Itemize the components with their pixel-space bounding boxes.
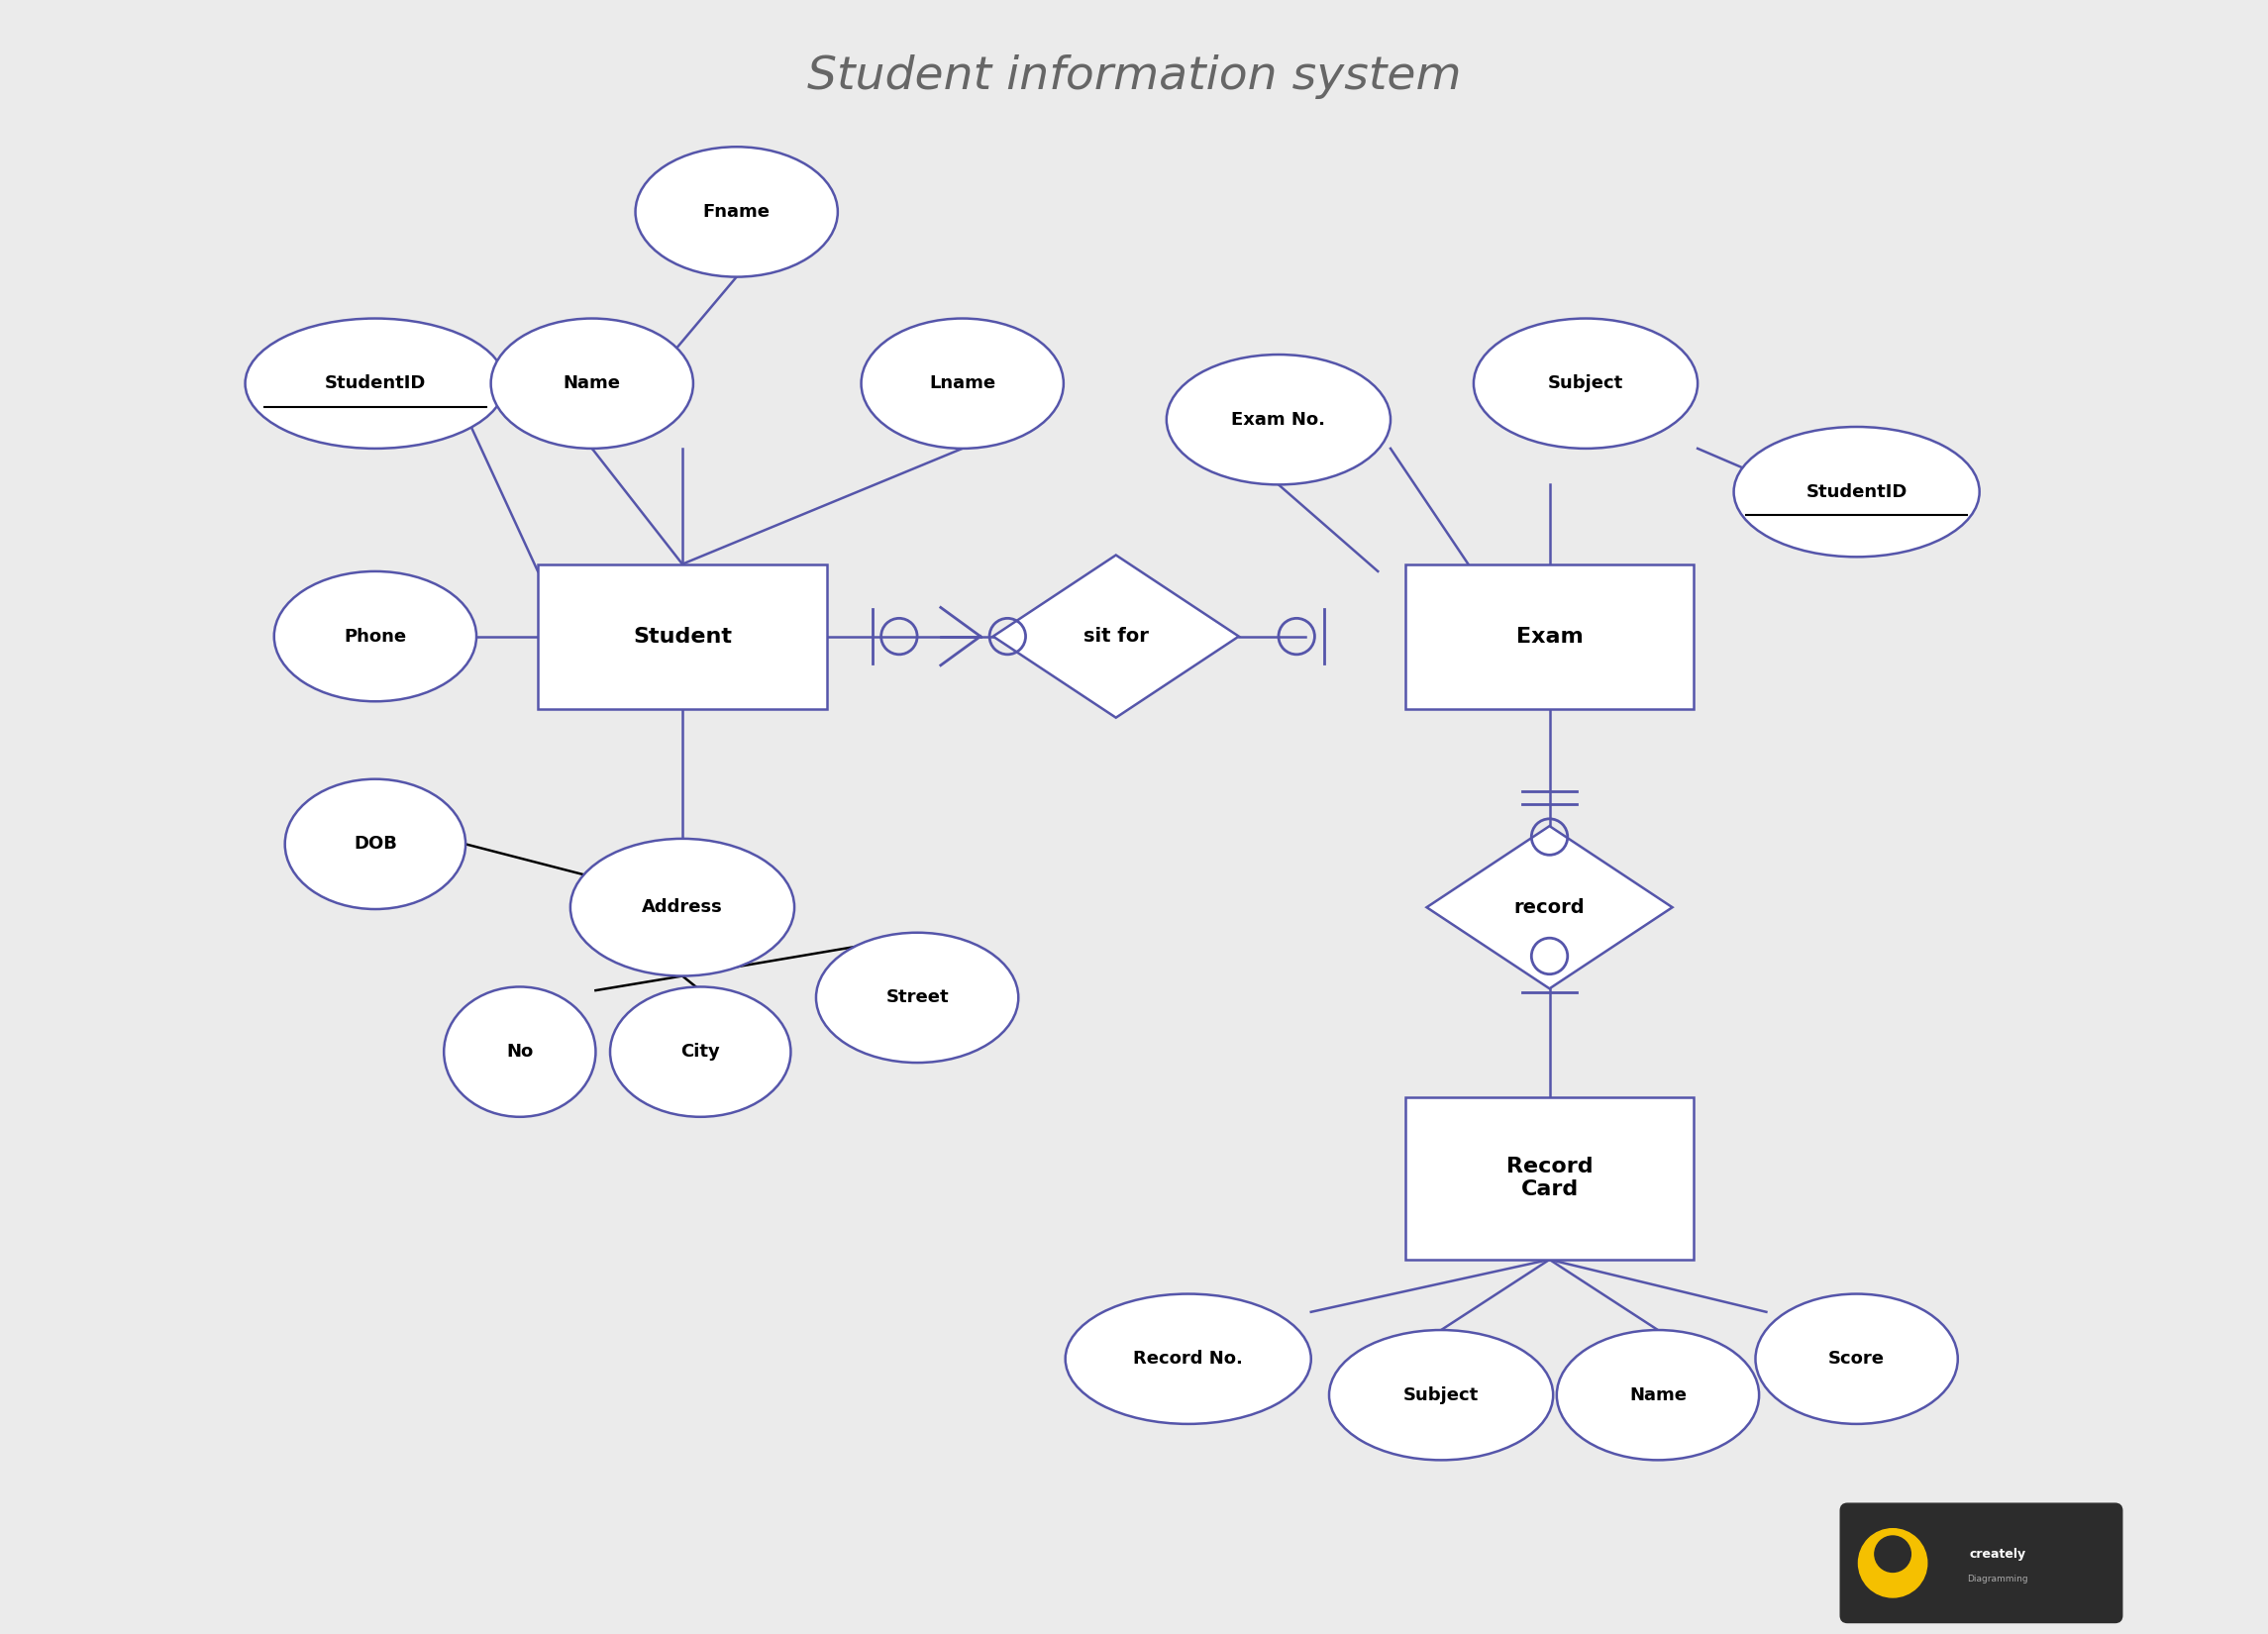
Text: Name: Name	[562, 374, 621, 392]
Text: No: No	[506, 1042, 533, 1060]
Ellipse shape	[1733, 426, 1980, 557]
Text: Lname: Lname	[930, 374, 996, 392]
Circle shape	[1876, 1536, 1912, 1572]
Ellipse shape	[1556, 1330, 1760, 1461]
Text: Score: Score	[1828, 1350, 1885, 1368]
Text: Student: Student	[633, 626, 733, 647]
Ellipse shape	[1166, 355, 1390, 485]
Text: Phone: Phone	[345, 627, 406, 645]
Text: Diagramming: Diagramming	[1966, 1575, 2028, 1583]
FancyBboxPatch shape	[538, 564, 828, 709]
Ellipse shape	[1755, 1294, 1957, 1423]
Ellipse shape	[286, 779, 465, 909]
Ellipse shape	[245, 319, 506, 448]
Text: Student information system: Student information system	[807, 54, 1461, 98]
Text: record: record	[1515, 899, 1585, 917]
Ellipse shape	[569, 838, 794, 975]
Circle shape	[1857, 1529, 1928, 1598]
Text: Fname: Fname	[703, 203, 771, 221]
Text: Exam No.: Exam No.	[1232, 410, 1325, 428]
Polygon shape	[993, 556, 1238, 717]
Ellipse shape	[445, 987, 596, 1118]
Ellipse shape	[816, 933, 1018, 1062]
Text: Subject: Subject	[1547, 374, 1624, 392]
Ellipse shape	[1474, 319, 1699, 448]
Text: Name: Name	[1628, 1386, 1687, 1404]
Ellipse shape	[274, 572, 476, 701]
Text: Address: Address	[642, 899, 723, 917]
Text: Exam: Exam	[1515, 626, 1583, 647]
FancyBboxPatch shape	[1404, 1096, 1694, 1260]
Text: Street: Street	[887, 989, 948, 1007]
Ellipse shape	[610, 987, 792, 1118]
Text: City: City	[680, 1042, 721, 1060]
Ellipse shape	[862, 319, 1064, 448]
Ellipse shape	[1066, 1294, 1311, 1423]
Text: Record
Card: Record Card	[1506, 1157, 1592, 1199]
Text: DOB: DOB	[354, 835, 397, 853]
Ellipse shape	[635, 147, 837, 276]
Ellipse shape	[490, 319, 694, 448]
Polygon shape	[1427, 827, 1672, 989]
Text: Record No.: Record No.	[1134, 1350, 1243, 1368]
FancyBboxPatch shape	[1839, 1503, 2123, 1623]
Text: creately: creately	[1969, 1547, 2025, 1560]
FancyBboxPatch shape	[1404, 564, 1694, 709]
Text: StudentID: StudentID	[1805, 484, 1907, 500]
Text: Subject: Subject	[1404, 1386, 1479, 1404]
Ellipse shape	[1329, 1330, 1554, 1461]
Text: StudentID: StudentID	[324, 374, 426, 392]
Text: sit for: sit for	[1084, 627, 1148, 645]
